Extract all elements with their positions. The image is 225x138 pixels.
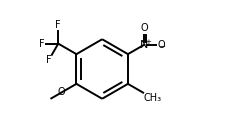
- Text: O: O: [140, 23, 148, 33]
- Text: F: F: [38, 39, 44, 49]
- Text: O: O: [157, 40, 164, 50]
- Text: F: F: [45, 55, 51, 65]
- Text: O: O: [58, 87, 65, 97]
- Text: F: F: [55, 20, 61, 30]
- Text: −: −: [157, 42, 164, 51]
- Text: +: +: [144, 39, 150, 45]
- Text: N: N: [140, 40, 148, 50]
- Text: CH₃: CH₃: [143, 93, 161, 103]
